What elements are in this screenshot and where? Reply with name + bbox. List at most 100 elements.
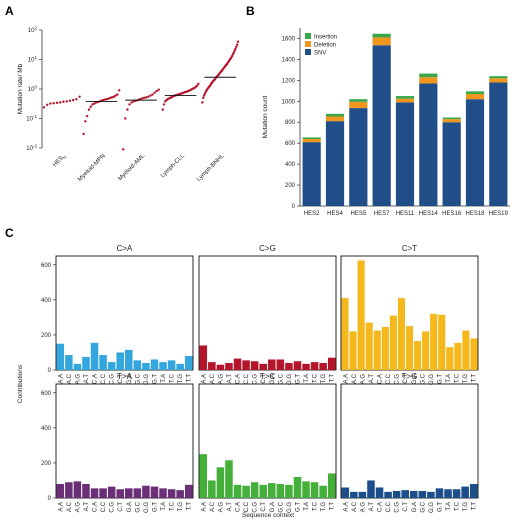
facet-T>G: T>GA.A A.C A.G A.T C.A C.C C.G C.T G.A G.C G.G G.T T… xyxy=(340,372,479,513)
x-context-label: C.A xyxy=(93,502,99,512)
x-context-label: A.A xyxy=(343,502,349,512)
bar-segment xyxy=(325,121,345,206)
bar xyxy=(56,343,65,370)
x-context-label: G.T xyxy=(295,502,301,512)
data-point xyxy=(230,54,234,58)
bar xyxy=(341,298,349,370)
bar xyxy=(293,476,302,498)
bar xyxy=(159,488,167,498)
data-point xyxy=(93,102,96,105)
bar xyxy=(365,322,373,370)
data-point xyxy=(197,82,200,86)
bar xyxy=(216,364,225,370)
bar-segment xyxy=(419,83,438,206)
y-tick-label: 400 xyxy=(41,298,52,304)
bar xyxy=(401,490,409,498)
x-context-label: G.T xyxy=(295,374,301,384)
bar xyxy=(367,480,375,498)
data-point xyxy=(118,89,121,92)
bar-segment xyxy=(419,77,438,84)
panel-b-mutation-count: 0 200 400 600 800 1000 1200 1400 1600 Mutation co… xyxy=(262,28,510,217)
y-tick-label: 100 xyxy=(28,85,38,94)
bar xyxy=(65,355,73,370)
x-context-label: T.G xyxy=(178,502,184,512)
x-context-label: C.C xyxy=(386,501,392,512)
data-point xyxy=(202,96,205,100)
bar xyxy=(319,362,327,370)
x-context-label: G.G xyxy=(429,502,435,513)
legend-swatch xyxy=(305,41,311,47)
data-point xyxy=(112,95,116,98)
data-point xyxy=(140,97,144,100)
bar xyxy=(259,363,267,370)
x-context-label: A.T xyxy=(227,502,233,512)
bar-segment xyxy=(465,99,485,206)
bar xyxy=(268,359,276,370)
bar xyxy=(414,341,422,370)
x-context-label: G.G xyxy=(144,502,150,513)
panel-letter-a: A xyxy=(5,4,14,18)
x-category-label: HES5 xyxy=(350,211,366,217)
bar xyxy=(452,489,461,498)
bar xyxy=(438,314,446,370)
bar xyxy=(208,362,216,370)
data-point xyxy=(52,102,55,105)
data-point xyxy=(235,45,238,48)
bar xyxy=(125,349,133,370)
x-context-label: T.G xyxy=(321,374,327,384)
bar xyxy=(319,485,327,498)
facet-frame xyxy=(198,255,337,371)
facet-title: T>G xyxy=(402,372,418,381)
data-point xyxy=(94,101,98,104)
data-point xyxy=(62,100,65,103)
x-category-label: Myeloid-AML xyxy=(117,153,146,182)
y-tick-label: 0 xyxy=(292,204,296,210)
bar xyxy=(56,483,65,498)
y-tick-label: 0 xyxy=(48,496,52,502)
x-context-label: A.G xyxy=(75,502,81,513)
bar xyxy=(116,352,124,370)
x-context-label: A.C xyxy=(67,501,73,512)
x-context-label: A.C xyxy=(210,373,216,384)
data-point xyxy=(49,102,52,105)
data-point xyxy=(151,93,154,96)
bar xyxy=(99,488,107,498)
x-context-label: A.A xyxy=(343,374,349,384)
x-context-label: G.T xyxy=(437,502,443,512)
facet-T>C: T>CA.A A.C A.G A.T C.A C.C C.G C.T G.A G.C G.G G.T T… xyxy=(198,372,337,513)
x-context-label: G.A xyxy=(127,502,133,512)
bar xyxy=(373,330,381,370)
data-point xyxy=(202,94,206,97)
x-context-label: G.C xyxy=(135,501,141,512)
panel-letter-b: B xyxy=(246,4,255,18)
x-context-label: G.A xyxy=(412,374,418,384)
data-point xyxy=(71,98,75,102)
bar xyxy=(341,487,350,498)
x-category-label: Myeloid-MPN xyxy=(77,153,107,183)
x-context-label: T.T xyxy=(330,502,336,511)
x-context-label: C.G xyxy=(110,502,116,513)
data-point xyxy=(147,95,150,98)
x-context-label: A.T xyxy=(84,502,90,512)
x-context-label: C.G xyxy=(110,374,116,385)
bar-segment xyxy=(325,113,345,117)
x-context-label: C.T xyxy=(118,502,124,512)
data-point xyxy=(124,117,127,120)
bar xyxy=(242,485,250,498)
x-context-label: A.A xyxy=(58,374,64,384)
data-point xyxy=(65,100,68,103)
bar xyxy=(430,313,438,370)
x-context-label: C.C xyxy=(386,373,392,384)
bar xyxy=(176,490,184,498)
x-context-label: T.A xyxy=(304,374,310,383)
bar xyxy=(327,473,336,498)
data-point xyxy=(82,132,85,136)
facet-title: T>C xyxy=(260,372,276,381)
bar xyxy=(125,488,133,498)
x-context-label: G.C xyxy=(420,501,426,512)
data-point xyxy=(126,108,129,111)
x-context-label: G.A xyxy=(127,374,133,384)
data-point xyxy=(87,108,91,111)
bar xyxy=(133,360,142,370)
